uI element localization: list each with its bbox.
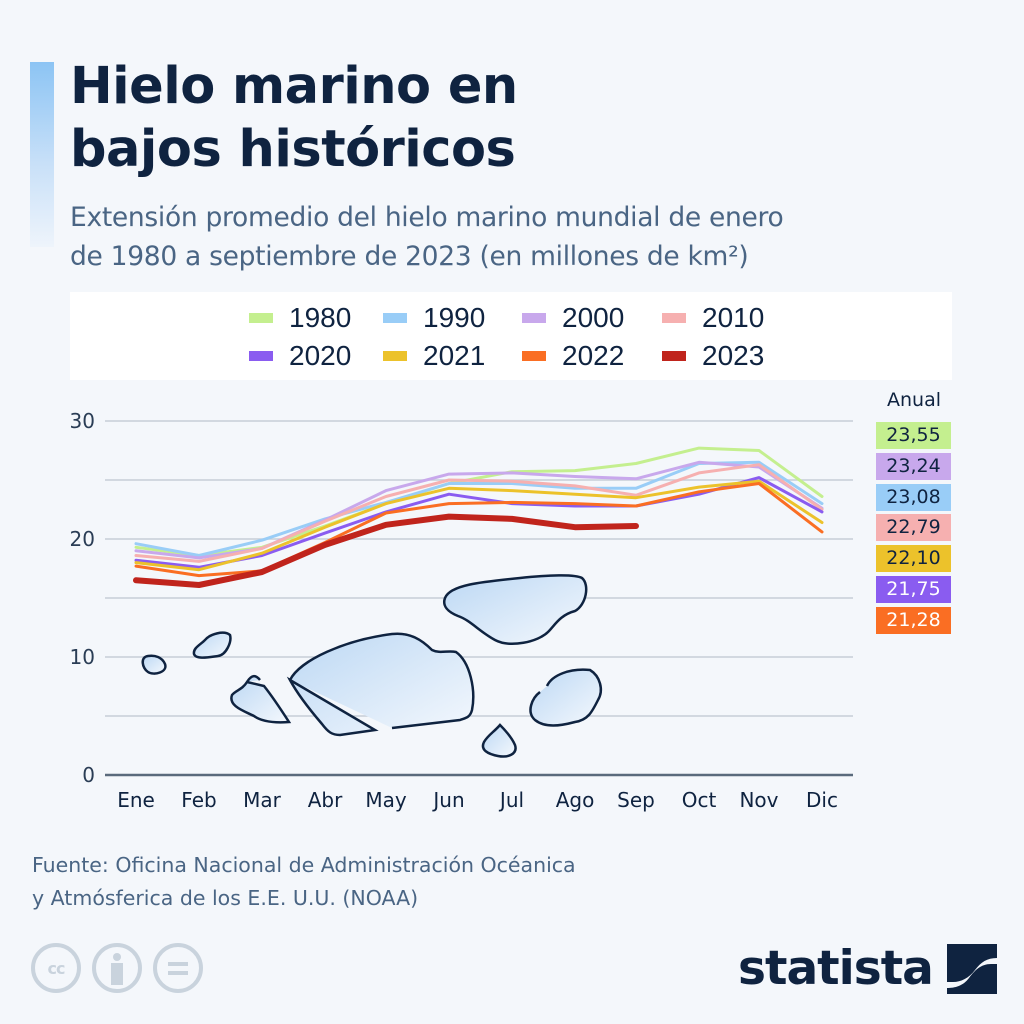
- creative-commons-icon[interactable]: cc: [31, 943, 81, 993]
- series-line-2010: [134, 463, 824, 563]
- legend-swatch: [383, 313, 407, 323]
- legend-item-2010: 2010: [662, 302, 764, 334]
- license-icons[interactable]: cc: [31, 943, 203, 993]
- legend-item-2000: 2000: [522, 302, 624, 334]
- annual-badge: 23,55: [876, 422, 951, 449]
- accent-bar: [30, 62, 54, 247]
- y-axis: 0 10 20 30: [70, 409, 95, 787]
- annual-badge: 22,79: [876, 514, 951, 542]
- legend-label: 2020: [289, 340, 352, 371]
- x-tick-label: Jun: [431, 788, 464, 812]
- title-line-2: bajos históricos: [70, 120, 516, 179]
- y-tick-label: 10: [70, 645, 95, 669]
- legend-swatch: [249, 313, 273, 323]
- x-tick-label: Dic: [806, 788, 838, 812]
- ice-floe-tiny: [141, 654, 167, 675]
- statista-logo[interactable]: statista: [738, 941, 997, 996]
- series-line-2023: [133, 513, 639, 588]
- x-tick-label: Oct: [682, 788, 717, 812]
- annual-badge: 21,28: [876, 606, 951, 634]
- legend-swatch: [249, 351, 273, 361]
- subtitle-line-1: Extensión promedio del hielo marino mund…: [70, 202, 784, 233]
- y-tick-label: 20: [70, 527, 95, 551]
- subtitle: Extensión promedio del hielo marino mund…: [70, 198, 990, 276]
- person-body-shape: [111, 963, 123, 985]
- legend-label: 1990: [423, 302, 486, 333]
- x-tick-label: Ago: [556, 788, 595, 812]
- annual-badge: 23,24: [876, 452, 951, 480]
- logo-text: statista: [738, 941, 934, 996]
- legend-label: 2021: [423, 340, 486, 371]
- x-tick-label: Ene: [117, 788, 155, 812]
- legend-item-1990: 1990: [383, 302, 485, 334]
- x-tick-label: May: [365, 788, 407, 812]
- legend-item-2022: 2022: [522, 340, 624, 372]
- legend-swatch: [662, 313, 686, 323]
- legend-swatch: [383, 351, 407, 361]
- ice-floes-illustration: [141, 574, 602, 758]
- x-tick-label: Feb: [181, 788, 216, 812]
- legend-label: 1980: [289, 302, 352, 333]
- ice-floe-large: [286, 632, 475, 737]
- ice-floe-left: [230, 674, 292, 724]
- legend-label: 2023: [702, 340, 765, 371]
- no-derivatives-icon[interactable]: [153, 943, 203, 993]
- source-line-1: Fuente: Oficina Nacional de Administraci…: [32, 853, 576, 877]
- y-tick-label: 30: [70, 409, 95, 433]
- legend-label: 2022: [562, 340, 625, 371]
- equals-line-top: [168, 962, 188, 966]
- person-head-shape: [113, 953, 121, 961]
- x-tick-label: Abr: [308, 788, 343, 812]
- statista-logo-icon: [946, 943, 997, 994]
- series-line-1990: [134, 460, 824, 557]
- source-note: Fuente: Oficina Nacional de Administraci…: [32, 849, 732, 915]
- legend-label: 2000: [562, 302, 625, 333]
- legend-item-2020: 2020: [249, 340, 351, 372]
- grid-lines: [105, 420, 853, 777]
- legend-swatch: [662, 351, 686, 361]
- subtitle-line-2: de 1980 a septiembre de 2023 (en millone…: [70, 241, 749, 272]
- source-line-2: y Atmósferica de los E.E. U.U. (NOAA): [32, 886, 419, 910]
- ice-floe-small: [192, 631, 232, 659]
- ice-floe-drop: [481, 723, 517, 758]
- attribution-icon[interactable]: [92, 943, 142, 993]
- legend-item-1980: 1980: [249, 302, 351, 334]
- page-title: Hielo marino en bajos históricos: [70, 55, 770, 181]
- legend-swatch: [522, 313, 546, 323]
- title-line-1: Hielo marino en: [70, 57, 518, 116]
- cc-label: cc: [47, 958, 66, 978]
- x-tick-label: Jul: [498, 788, 524, 812]
- series-lines: [133, 446, 824, 588]
- x-tick-label: Sep: [617, 788, 655, 812]
- annual-badge: 21,75: [876, 576, 951, 603]
- equals-line-bottom: [168, 971, 188, 975]
- ice-floe-top: [443, 574, 588, 645]
- legend-swatch: [522, 351, 546, 361]
- legend-item-2023: 2023: [662, 340, 764, 372]
- annual-badge: 23,08: [876, 483, 951, 511]
- annual-title: Anual: [886, 389, 941, 411]
- legend-item-2021: 2021: [383, 340, 485, 372]
- chart-legend: 1980 1990 2000 2010 2020 2021 2022 2023: [70, 292, 952, 380]
- legend-label: 2010: [702, 302, 765, 333]
- x-tick-label: Mar: [243, 788, 282, 812]
- series-line-2021: [134, 479, 824, 572]
- ice-floe-right: [529, 668, 602, 727]
- annual-badge: 22,10: [876, 545, 951, 573]
- y-tick-label: 0: [82, 763, 95, 787]
- x-axis: Ene Feb Mar Abr May Jun Jul Ago Sep Oct Nov Dic: [117, 788, 838, 812]
- x-tick-label: Nov: [739, 788, 778, 812]
